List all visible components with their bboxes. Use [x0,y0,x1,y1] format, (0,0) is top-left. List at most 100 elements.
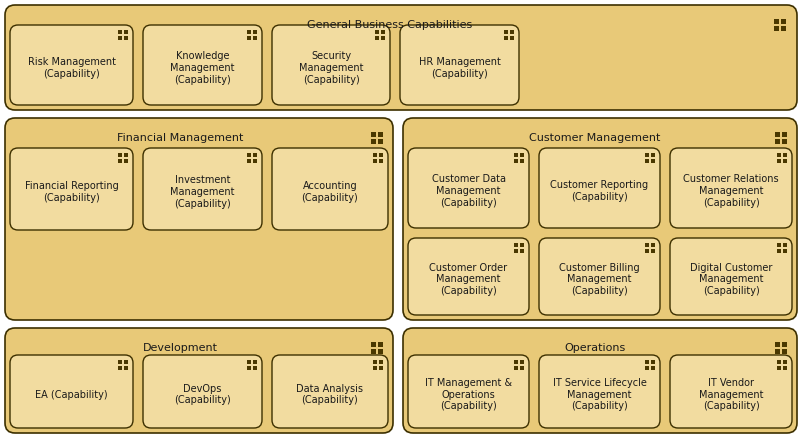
Bar [520,249,524,253]
Bar [646,360,650,364]
Bar [646,159,650,163]
Text: Operations: Operations [565,343,626,353]
Bar [247,366,251,370]
FancyBboxPatch shape [10,148,133,230]
Bar [782,349,787,354]
Bar [124,153,128,157]
Bar [650,159,654,163]
Bar [118,159,122,163]
Bar [520,159,524,163]
Bar [253,30,257,34]
Text: Customer Data
Management
(Capability): Customer Data Management (Capability) [431,174,505,208]
Text: Investment
Management
(Capability): Investment Management (Capability) [170,175,235,208]
Bar [375,30,379,34]
Text: Customer Management: Customer Management [529,133,661,143]
Bar [777,366,781,370]
Bar [777,153,781,157]
Text: Digital Customer
Management
(Capability): Digital Customer Management (Capability) [690,263,772,296]
Bar [247,30,251,34]
Text: IT Vendor
Management
(Capability): IT Vendor Management (Capability) [699,378,764,411]
Bar [520,360,524,364]
Text: Knowledge
Management
(Capability): Knowledge Management (Capability) [170,51,235,85]
Bar [646,366,650,370]
FancyBboxPatch shape [408,148,529,228]
Bar [646,249,650,253]
Bar [373,366,377,370]
Bar [650,153,654,157]
Bar [777,249,781,253]
Bar [783,243,787,247]
FancyBboxPatch shape [10,355,133,428]
Bar [646,243,650,247]
Bar [253,36,257,40]
Bar [774,26,780,31]
Bar [371,342,376,347]
Bar [381,30,385,34]
Text: Financial Reporting
(Capability): Financial Reporting (Capability) [25,181,119,203]
Bar [378,349,383,354]
Bar [783,159,787,163]
Bar [781,19,786,24]
FancyBboxPatch shape [408,355,529,428]
Bar [118,153,122,157]
Text: Security
Management
(Capability): Security Management (Capability) [299,51,363,85]
FancyBboxPatch shape [400,25,519,105]
Bar [381,36,385,40]
Bar [379,153,383,157]
FancyBboxPatch shape [408,238,529,315]
Bar [782,342,787,347]
Bar [247,360,251,364]
Text: General Business Capabilities: General Business Capabilities [307,20,472,30]
Bar [118,30,122,34]
Bar [520,243,524,247]
Bar [118,366,122,370]
Bar [514,366,518,370]
Bar [124,30,128,34]
Bar [646,153,650,157]
Bar [520,153,524,157]
Bar [124,360,128,364]
Text: Customer Billing
Management
(Capability): Customer Billing Management (Capability) [559,263,640,296]
Text: IT Service Lifecycle
Management
(Capability): IT Service Lifecycle Management (Capabil… [553,378,646,411]
Text: Development: Development [143,343,217,353]
Bar [777,159,781,163]
FancyBboxPatch shape [272,355,388,428]
Bar [378,132,383,137]
FancyBboxPatch shape [539,148,660,228]
Bar [371,132,376,137]
Bar [373,153,377,157]
Text: Customer Reporting
(Capability): Customer Reporting (Capability) [550,180,649,202]
Bar [504,36,508,40]
Bar [118,36,122,40]
FancyBboxPatch shape [403,328,797,433]
Text: DevOps
(Capability): DevOps (Capability) [174,384,231,405]
Bar [650,249,654,253]
FancyBboxPatch shape [143,355,262,428]
Bar [379,366,383,370]
FancyBboxPatch shape [403,118,797,320]
FancyBboxPatch shape [10,25,133,105]
Bar [124,366,128,370]
Bar [373,159,377,163]
FancyBboxPatch shape [143,25,262,105]
Bar [247,159,251,163]
Bar [650,243,654,247]
Bar [783,153,787,157]
Bar [777,243,781,247]
FancyBboxPatch shape [539,238,660,315]
Text: HR Management
(Capability): HR Management (Capability) [419,57,500,79]
Text: Accounting
(Capability): Accounting (Capability) [302,181,358,203]
Bar [378,139,383,144]
Bar [650,366,654,370]
Bar [253,153,257,157]
FancyBboxPatch shape [272,25,390,105]
Bar [118,360,122,364]
Bar [514,249,518,253]
FancyBboxPatch shape [670,238,792,315]
Bar [371,349,376,354]
Bar [247,36,251,40]
FancyBboxPatch shape [670,355,792,428]
Bar [379,360,383,364]
Bar [783,366,787,370]
Bar [253,360,257,364]
